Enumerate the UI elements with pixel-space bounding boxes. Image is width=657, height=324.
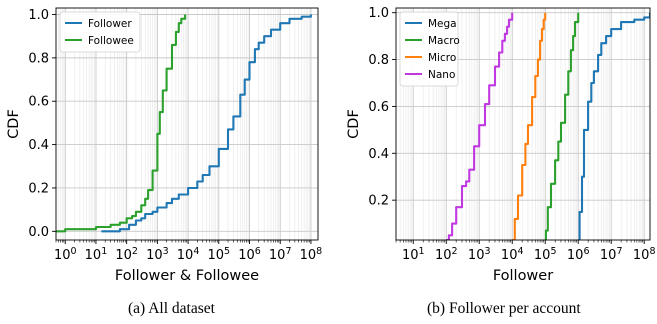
y-tick-label: 0.2 (28, 181, 49, 196)
x-tick-label: 103 (146, 246, 169, 263)
plot-frame (395, 7, 651, 241)
y-tick-label: 1.0 (368, 6, 389, 21)
x-tick-label: 101 (85, 246, 108, 263)
y-tick-label: 0.4 (28, 138, 49, 153)
x-tick-label: 107 (269, 246, 292, 263)
legend: Mega Macro Micro Nano (399, 11, 460, 87)
legend-box (399, 11, 459, 87)
x-tick-label: 100 (54, 246, 77, 263)
series-line-macro (544, 12, 580, 240)
series-group (446, 12, 650, 240)
y-tick-label: 0.4 (368, 147, 389, 162)
x-tick-label: 105 (207, 246, 230, 263)
x-tick-label: 104 (177, 246, 200, 263)
x-tick-label: 106 (567, 246, 590, 263)
x-tick-label: 107 (600, 246, 623, 263)
x-tick-label: 106 (238, 246, 261, 263)
x-axis-label: Follower & Followee (115, 268, 259, 284)
legend-label: Nano (428, 69, 455, 81)
series-group (56, 14, 312, 233)
series-line-mega (578, 12, 650, 240)
x-tick-label: 102 (435, 246, 458, 263)
x-tick-label: 103 (468, 246, 491, 263)
caption-all-dataset: (a) All dataset (128, 300, 215, 317)
x-tick-label: 108 (300, 246, 323, 263)
chart-follower-per-account: 0.2 0.4 0.6 0.8 1.0 101 102 103 104 105 106 107 108 F… (346, 6, 655, 284)
y-axis-label: CDF (6, 109, 22, 139)
legend-label: Macro (428, 35, 460, 47)
y-tick-label: 0.2 (368, 194, 389, 209)
legend-label: Followee (88, 35, 134, 47)
series-line-micro (512, 12, 547, 240)
y-tick-label: 0.8 (28, 51, 49, 66)
y-tick-label: 0.6 (28, 95, 49, 110)
plot-frame (55, 7, 319, 241)
legend: Follower Followee (59, 11, 141, 53)
legend-label: Micro (428, 52, 456, 64)
x-tick-label: 102 (115, 246, 138, 263)
series-line-nano (446, 12, 514, 240)
x-tick-label: 101 (402, 246, 425, 263)
chart-all-dataset: 0.0 0.2 0.4 0.6 0.8 1.0 100 101 102 103 104 105 106 1… (6, 7, 323, 284)
x-tick-label: 108 (633, 246, 656, 263)
y-tick-label: 0.0 (28, 225, 49, 240)
series-line-follower (101, 14, 312, 233)
legend-label: Mega (428, 18, 457, 30)
x-axis-label: Follower (493, 268, 553, 284)
legend-label: Follower (88, 18, 132, 30)
y-tick-label: 1.0 (28, 8, 49, 23)
x-tick-label: 105 (534, 246, 557, 263)
x-tick-label: 104 (501, 246, 524, 263)
series-line-followee (56, 14, 187, 233)
y-tick-label: 0.8 (368, 53, 389, 68)
caption-follower-per-account: (b) Follower per account (427, 300, 581, 317)
y-axis-label: CDF (346, 109, 362, 139)
y-tick-label: 0.6 (368, 100, 389, 115)
